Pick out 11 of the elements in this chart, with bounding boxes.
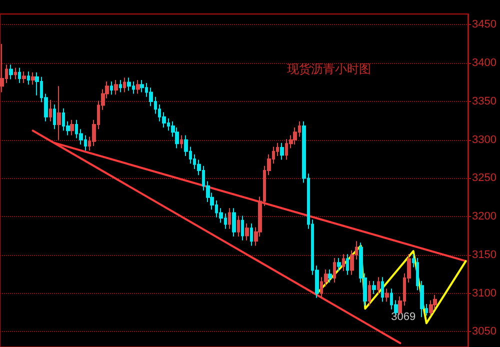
y-tick-label: 3350 [472,95,496,108]
y-tick-label: 3300 [472,134,496,146]
text: 现货沥青小时图 [287,62,371,76]
y-tick-label: 3050 [472,326,496,338]
y-tick-label: 3250 [472,172,496,184]
annotation: 3069 [391,311,416,324]
y-tick-label: 3200 [472,210,496,223]
y-tick-label: 3400 [472,57,496,70]
y-tick-label: 3150 [472,248,496,261]
y-tick-label: 3100 [472,287,496,300]
y-tick-label: 3450 [472,18,496,31]
